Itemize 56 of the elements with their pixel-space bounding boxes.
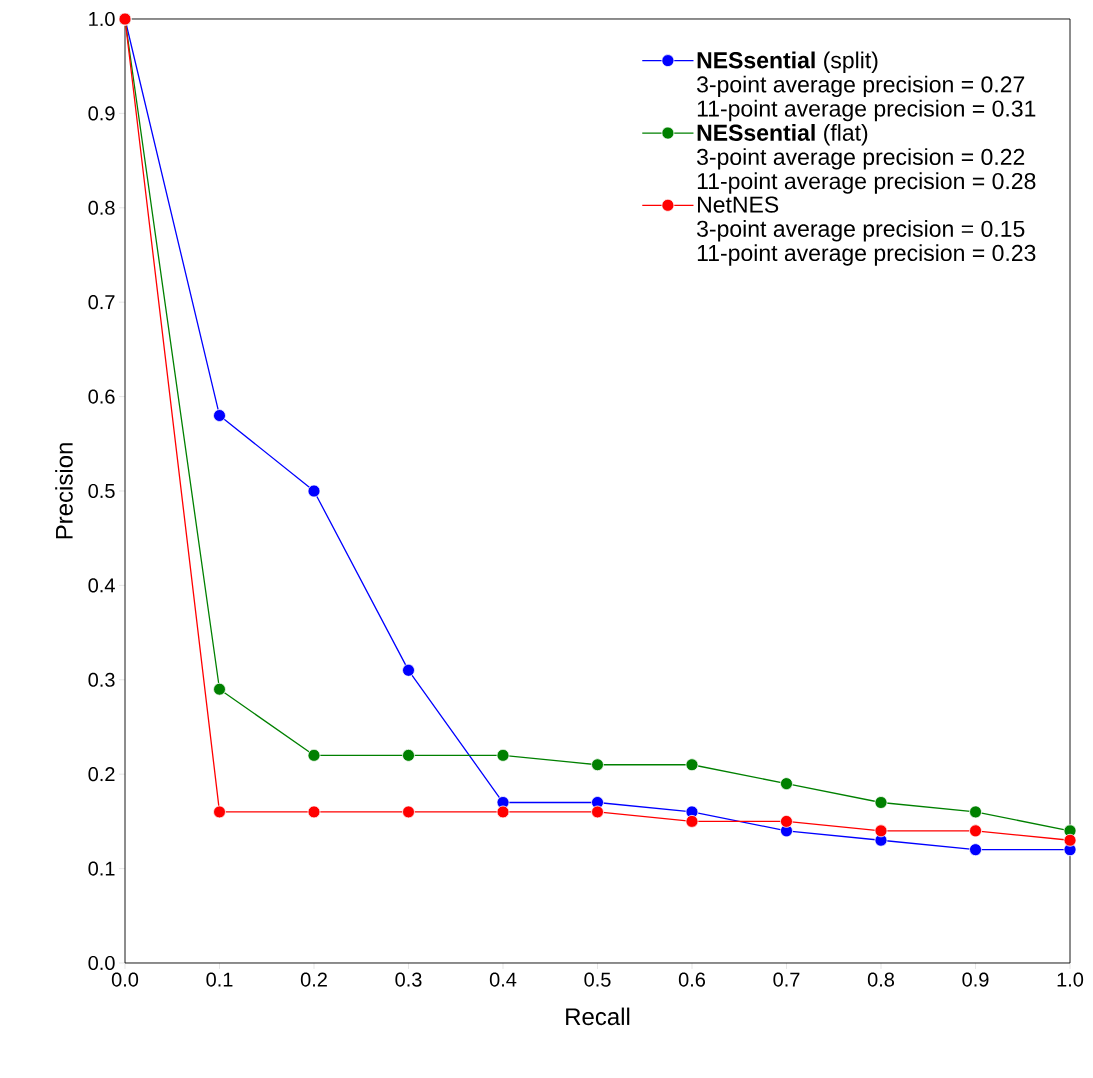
point: [496, 805, 510, 819]
x-tick-label: 0.6: [678, 972, 706, 987]
x-tick-label: 0.0: [111, 972, 139, 987]
point: [969, 843, 982, 857]
annotation: 3-point average precision = 0.22: [697, 148, 1025, 170]
point: [213, 409, 226, 422]
point: [874, 824, 888, 838]
point: [307, 805, 321, 819]
x-tick-label: 0.4: [489, 972, 517, 987]
point: [496, 748, 510, 762]
legend-label: NetNES: [698, 196, 779, 213]
x-tick-label: 0.1: [206, 972, 233, 987]
point: [969, 824, 982, 838]
point: [591, 805, 604, 819]
point: [685, 758, 699, 772]
annotation: 11-point average precision = 0.28: [697, 172, 1036, 194]
point: [402, 748, 415, 762]
x-tick-label: 0.2: [300, 972, 327, 987]
annotation: 11-point average precision = 0.23: [697, 244, 1036, 266]
point: [591, 758, 604, 772]
point: [780, 814, 793, 828]
point: [213, 805, 226, 819]
y-axis-title: Precision: [55, 443, 73, 539]
x-tick-label: 0.8: [867, 972, 895, 987]
annotation: 3-point average precision = 0.27: [697, 75, 1025, 98]
point: [874, 796, 888, 809]
y-tick-label: 0.2: [88, 767, 115, 782]
point: [402, 805, 415, 819]
legend-label: NESsential (split): [697, 51, 878, 73]
y-tick-label: 0.1: [88, 861, 115, 876]
y-tick-label: 0.0: [88, 955, 115, 971]
x-tick-label: 0.3: [395, 972, 422, 987]
x-tick-label: 1.0: [1057, 972, 1084, 987]
y-tick-label: 0.6: [88, 389, 115, 404]
point: [213, 682, 226, 696]
y-tick-label: 0.4: [88, 578, 115, 593]
point: [307, 748, 321, 762]
x-tick-label: 0.5: [584, 972, 611, 987]
point: [402, 663, 415, 677]
annotation: 3-point average precision = 0.15: [697, 220, 1025, 242]
point: [1063, 833, 1077, 847]
point: [969, 805, 982, 819]
x-tick-label: 0.7: [773, 972, 800, 987]
y-tick-label: 0.8: [88, 200, 115, 215]
x-axis-title: Recall: [566, 1007, 630, 1026]
point: [685, 814, 699, 828]
point: [780, 777, 793, 791]
y-tick-label: 0.9: [88, 106, 115, 121]
y-tick-label: 0.5: [88, 483, 115, 499]
legend-label: NESsential (flat): [697, 124, 868, 146]
y-tick-label: 1.0: [89, 11, 115, 27]
y-tick-label: 0.3: [88, 672, 115, 687]
y-tick-label: 0.7: [88, 295, 115, 310]
point: [307, 484, 321, 498]
annotation: 11-point average precision = 0.31: [697, 99, 1036, 122]
x-tick-label: 0.9: [962, 972, 989, 987]
